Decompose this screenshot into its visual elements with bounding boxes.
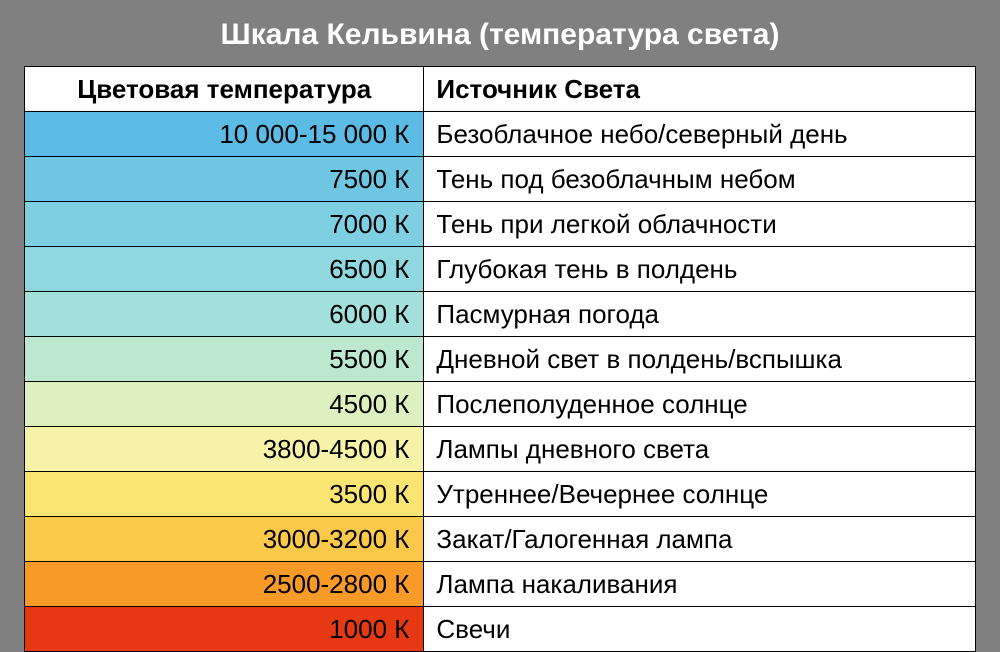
cell-source: Тень при легкой облачности: [424, 202, 976, 247]
table-row: 4500 КПослеполуденное солнце: [25, 382, 976, 427]
table-row: 10 000-15 000 КБезоблачное небо/северный…: [25, 112, 976, 157]
cell-temperature: 2500-2800 К: [25, 562, 424, 607]
cell-temperature: 6500 К: [25, 247, 424, 292]
cell-source: Безоблачное небо/северный день: [424, 112, 976, 157]
cell-source: Закат/Галогенная лампа: [424, 517, 976, 562]
cell-temperature: 4500 К: [25, 382, 424, 427]
table-row: 7500 КТень под безоблачным небом: [25, 157, 976, 202]
cell-source: Дневной свет в полдень/вспышка: [424, 337, 976, 382]
table-row: 3500 КУтреннее/Вечернее солнце: [25, 472, 976, 517]
table-row: 5500 КДневной свет в полдень/вспышка: [25, 337, 976, 382]
cell-temperature: 7000 К: [25, 202, 424, 247]
cell-temperature: 1000 К: [25, 607, 424, 652]
col-header-temperature: Цветовая температура: [25, 67, 424, 112]
cell-temperature: 5500 К: [25, 337, 424, 382]
cell-temperature: 3000-3200 К: [25, 517, 424, 562]
table-row: 1000 КСвечи: [25, 607, 976, 652]
cell-temperature: 7500 К: [25, 157, 424, 202]
table-row: 6500 КГлубокая тень в полдень: [25, 247, 976, 292]
table-row: 7000 КТень при легкой облачности: [25, 202, 976, 247]
page-title: Шкала Кельвина (температура света): [24, 12, 976, 66]
cell-source: Глубокая тень в полдень: [424, 247, 976, 292]
table-row: 3000-3200 КЗакат/Галогенная лампа: [25, 517, 976, 562]
cell-temperature: 3800-4500 К: [25, 427, 424, 472]
cell-source: Утреннее/Вечернее солнце: [424, 472, 976, 517]
cell-source: Тень под безоблачным небом: [424, 157, 976, 202]
cell-temperature: 3500 К: [25, 472, 424, 517]
kelvin-table: Цветовая температура Источник Света 10 0…: [24, 66, 976, 652]
cell-source: Пасмурная погода: [424, 292, 976, 337]
col-header-source: Источник Света: [424, 67, 976, 112]
cell-temperature: 10 000-15 000 К: [25, 112, 424, 157]
cell-temperature: 6000 К: [25, 292, 424, 337]
cell-source: Послеполуденное солнце: [424, 382, 976, 427]
cell-source: Лампа накаливания: [424, 562, 976, 607]
table-row: 3800-4500 КЛампы дневного света: [25, 427, 976, 472]
cell-source: Свечи: [424, 607, 976, 652]
table-body: 10 000-15 000 КБезоблачное небо/северный…: [25, 112, 976, 652]
cell-source: Лампы дневного света: [424, 427, 976, 472]
table-header-row: Цветовая температура Источник Света: [25, 67, 976, 112]
table-row: 6000 КПасмурная погода: [25, 292, 976, 337]
table-row: 2500-2800 КЛампа накаливания: [25, 562, 976, 607]
kelvin-scale-container: Шкала Кельвина (температура света) Цвето…: [0, 0, 1000, 648]
